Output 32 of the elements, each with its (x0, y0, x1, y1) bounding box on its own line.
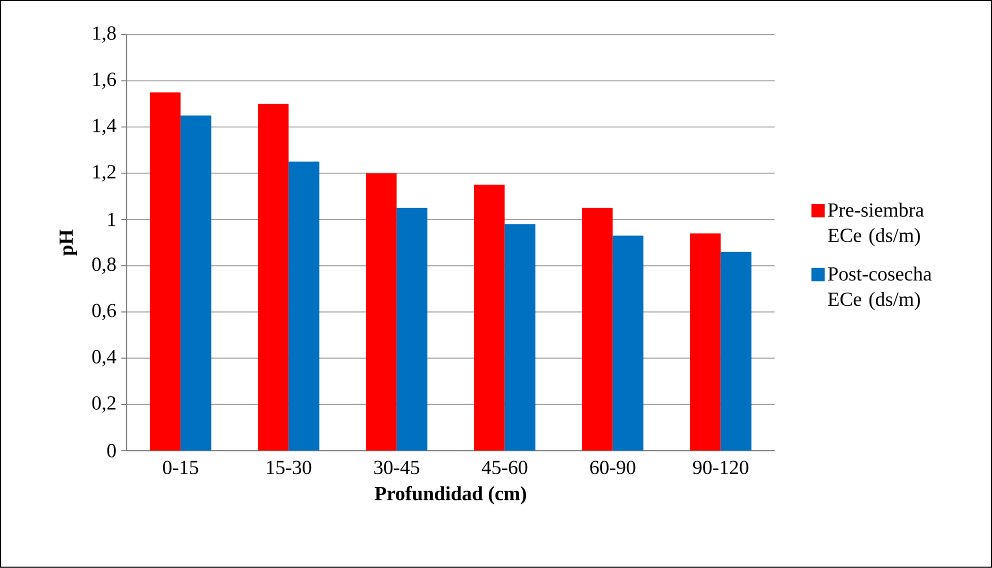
y-tick-label: 0,4 (92, 350, 116, 366)
bar (288, 162, 320, 451)
y-tick-label: 0,8 (92, 258, 116, 274)
x-tick-label: 45-60 (482, 460, 528, 474)
y-tick-label: 0,6 (92, 304, 116, 320)
legend-label: Pre-siembra ECe (ds/m) (828, 202, 924, 246)
bar (150, 92, 181, 451)
y-tick-label: 0,2 (92, 396, 116, 413)
bar (396, 208, 428, 451)
bar (612, 236, 644, 451)
y-tick-label: 1,6 (93, 72, 116, 89)
y-tick-label: 1,8 (93, 26, 116, 43)
bar (690, 233, 721, 451)
bar (366, 173, 397, 451)
y-axis-title: pH (60, 230, 78, 256)
bar (180, 116, 212, 451)
x-axis-title: Profundidad (cm) (374, 486, 526, 504)
x-tick-label: 30-45 (374, 460, 420, 474)
x-tick-label: 15-30 (267, 460, 312, 474)
bar (720, 252, 752, 451)
bar (474, 184, 505, 451)
x-tick-label: 0-15 (163, 460, 198, 474)
y-tick-label: 1 (108, 212, 116, 226)
bar (582, 208, 613, 451)
y-tick-label: 1,4 (93, 118, 116, 136)
legend-label: Post-cosecha ECe (ds/m) (828, 266, 932, 310)
x-tick-label: 90-120 (693, 460, 748, 474)
bar (504, 224, 536, 451)
y-tick-label: 1,2 (93, 165, 116, 182)
bar (258, 104, 289, 451)
y-tick-label: 0 (107, 444, 116, 458)
x-tick-label: 60-90 (590, 460, 636, 474)
